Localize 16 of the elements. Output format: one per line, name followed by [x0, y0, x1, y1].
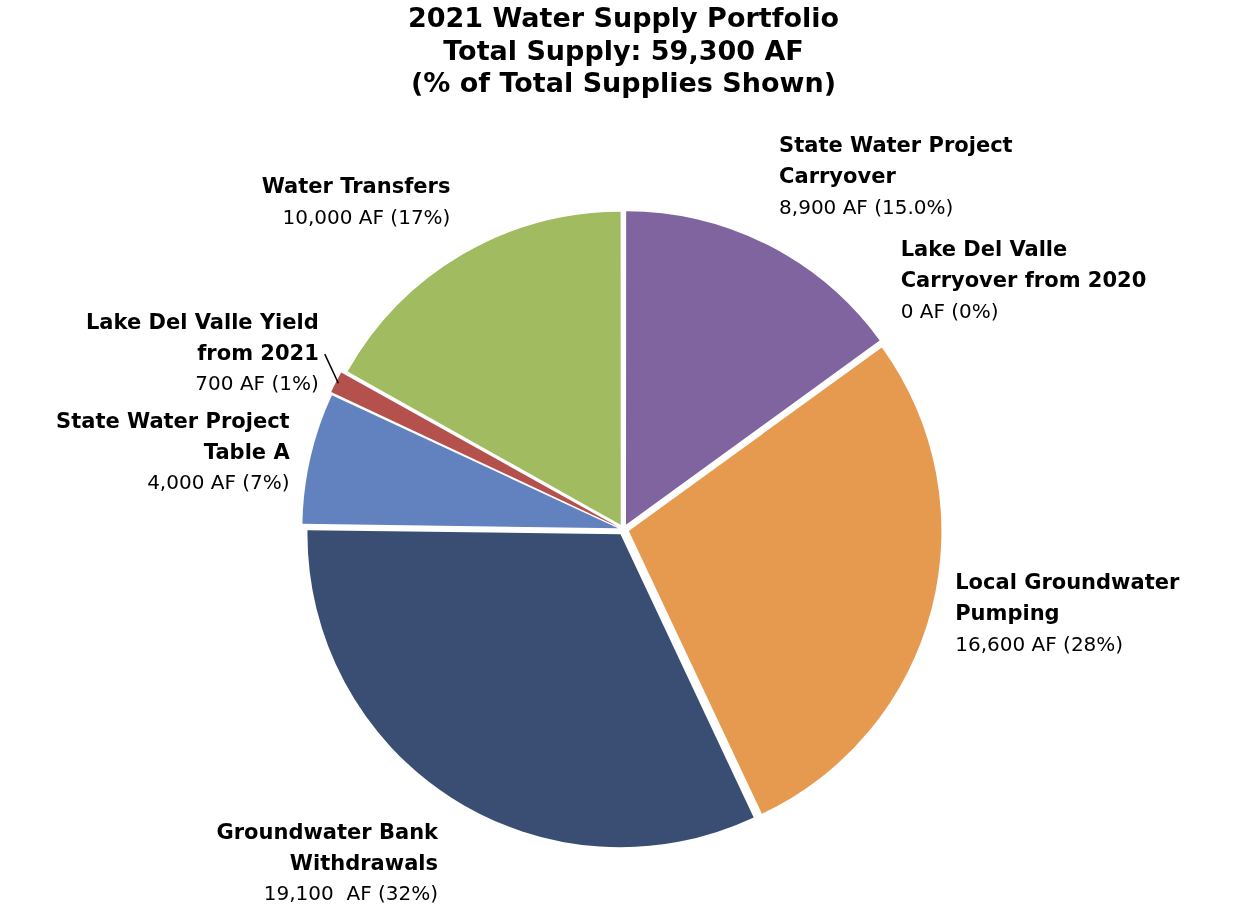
text: 0 AF (0%) — [900, 299, 999, 324]
slice-label: State Water Project Table A — [56, 408, 291, 464]
data-label: 4,000 AF (7%) — [147, 470, 290, 495]
data-label: 700 AF (1%) — [195, 371, 319, 396]
slice-label: Local Groundwater Pumping — [955, 570, 1180, 626]
data-label: 10,000 AF (17%) — [282, 204, 451, 229]
chart-subtitle: Total Supply: 59,300 AF (% of Total Supplies Shown) — [411, 34, 836, 99]
category-label: Lake Del Valle Carryover from 2020 — [900, 237, 1147, 293]
slice-label: Lake Del Valle Yield from 2021 — [85, 309, 319, 365]
chart-title: 2021 Water Supply Portfolio — [407, 2, 840, 34]
slice-label: Groundwater Bank Withdrawals — [216, 819, 440, 875]
data-label: 16,600 AF (28%) — [955, 632, 1124, 657]
slice-label: State Water Project Carryover — [779, 133, 1013, 189]
data-label: 19,100 AF (32%) — [263, 881, 439, 906]
data-label: 8,900 AF (15.0%) — [779, 195, 954, 220]
slice-label: Water Transfers — [261, 174, 451, 198]
